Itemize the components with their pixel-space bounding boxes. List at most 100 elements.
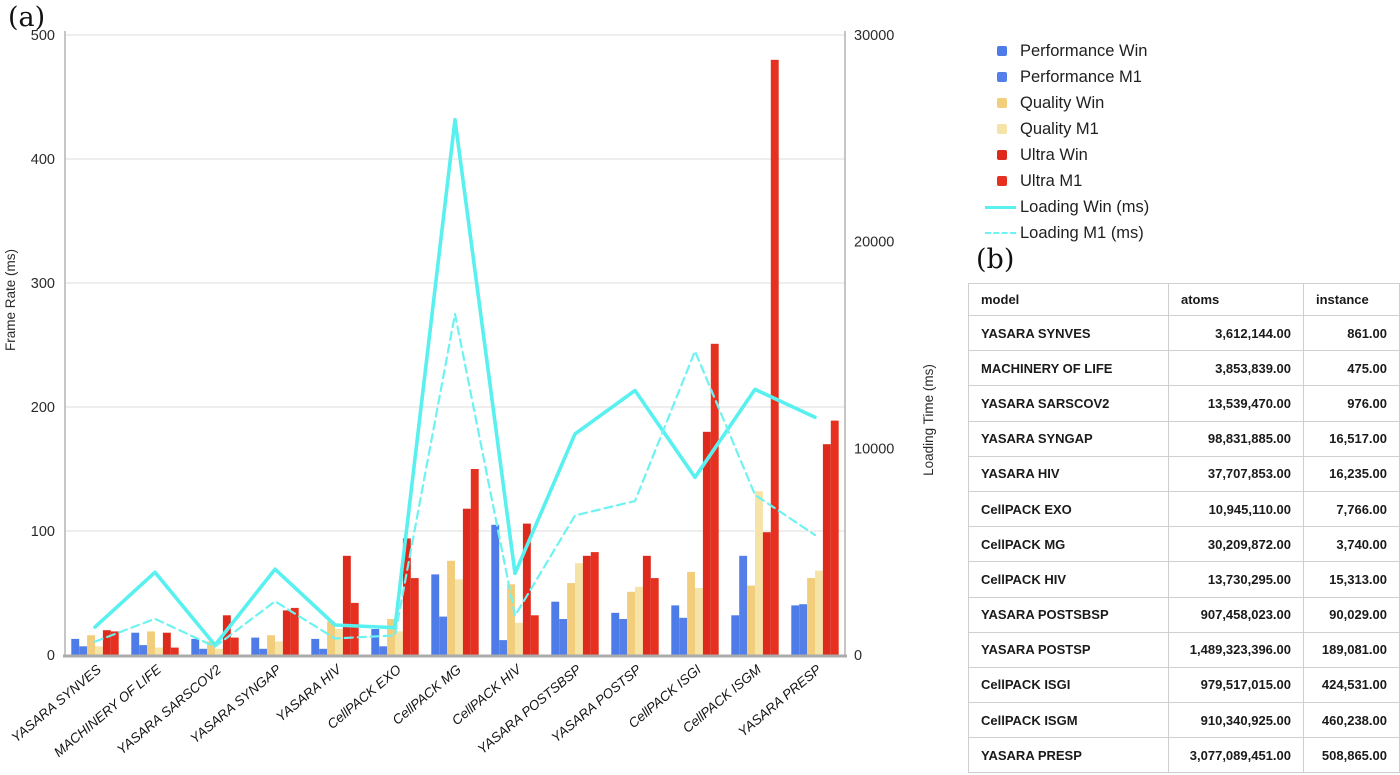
legend-item: Quality M1 [985, 116, 1225, 142]
bar-ultra-m1 [290, 607, 299, 655]
right-axis-tick-label: 30000 [854, 28, 894, 44]
bar-performance-win [191, 638, 200, 655]
bar-ultra-win [522, 523, 531, 655]
table-row: YASARA SYNVES 3,612,144.00 861.00 [968, 314, 1400, 352]
bar-quality-win [747, 585, 755, 655]
bar-quality-m1 [95, 646, 103, 655]
legend-label: Loading Win (ms) [1020, 197, 1150, 216]
table-header: model atoms instance [968, 283, 1400, 316]
bar-quality-m1 [335, 629, 343, 655]
cell-instance: 3,740.00 [1303, 526, 1400, 563]
bar-performance-win [431, 574, 440, 655]
cell-instance: 189,081.00 [1303, 631, 1400, 668]
legend-square-swatch [997, 46, 1007, 56]
cell-atoms: 13,730,295.00 [1168, 561, 1304, 598]
bar-performance-win [551, 601, 560, 655]
cell-model: YASARA SYNGAP [968, 420, 1169, 457]
bar-ultra-m1 [650, 578, 659, 655]
cell-atoms: 10,945,110.00 [1168, 490, 1304, 528]
cell-atoms: 13,539,470.00 [1168, 385, 1304, 422]
bar-performance-m1 [559, 619, 568, 655]
table-row: CellPACK EXO 10,945,110.00 7,766.00 [968, 490, 1400, 528]
bar-ultra-m1 [170, 647, 179, 655]
bar-performance-m1 [199, 648, 208, 655]
bar-performance-m1 [379, 646, 388, 655]
left-axis-tick-label: 300 [31, 276, 55, 292]
legend-label: Ultra Win [1020, 145, 1088, 164]
cell-atoms: 37,707,853.00 [1168, 455, 1304, 492]
cell-instance: 475.00 [1303, 350, 1400, 387]
bar-performance-win [251, 637, 260, 655]
cell-instance: 424,531.00 [1303, 666, 1400, 704]
bar-ultra-win [642, 555, 651, 655]
legend-label: Loading M1 (ms) [1020, 223, 1144, 242]
cell-model: YASARA PRESP [968, 737, 1169, 774]
model-stats-table-wrap: model atoms instance YASARA SYNVES 3,612,14… [968, 283, 1400, 774]
cell-instance: 16,517.00 [1303, 420, 1400, 457]
bar-ultra-m1 [230, 637, 239, 655]
bar-quality-m1 [755, 491, 763, 655]
bar-ultra-win [282, 610, 291, 655]
bar-quality-m1 [635, 586, 643, 655]
bar-performance-win [311, 638, 320, 655]
bar-ultra-m1 [590, 552, 599, 655]
cell-instance: 976.00 [1303, 385, 1400, 422]
right-axis-tick-label: 20000 [854, 235, 894, 251]
table-row: YASARA POSTSP 1,489,323,396.00 189,081.00 [968, 631, 1400, 668]
bar-performance-win [371, 629, 380, 655]
legend-item: Performance M1 [985, 64, 1225, 90]
bar-performance-win [791, 605, 800, 655]
bar-performance-m1 [739, 555, 748, 655]
performance-chart: 0 100 200 300 400 500 0 10000 20000 30000 YASARA S… [3, 28, 936, 760]
legend-item: Ultra M1 [985, 168, 1225, 194]
bar-ultra-m1 [710, 343, 719, 655]
bar-quality-win [687, 571, 695, 655]
bar-performance-m1 [139, 645, 148, 655]
bar-ultra-m1 [470, 469, 479, 655]
bar-ultra-m1 [830, 420, 839, 655]
legend-square-swatch [997, 176, 1007, 186]
bar-quality-m1 [395, 631, 403, 655]
left-axis-tick-label: 0 [47, 648, 55, 664]
cell-model: YASARA SYNVES [968, 314, 1169, 352]
bar-quality-m1 [815, 570, 823, 655]
legend-square-swatch [997, 72, 1007, 82]
bar-quality-m1 [695, 588, 703, 655]
cell-instance: 90,029.00 [1303, 596, 1400, 633]
bar-quality-win [267, 635, 275, 655]
bar-ultra-win [762, 532, 771, 655]
bar-performance-win [71, 638, 80, 655]
bar-quality-m1 [515, 622, 523, 655]
cell-model: CellPACK MG [968, 526, 1169, 563]
table-row: CellPACK MG 30,209,872.00 3,740.00 [968, 526, 1400, 563]
cell-atoms: 907,458,023.00 [1168, 596, 1304, 633]
bar-quality-win [327, 621, 335, 655]
panel-a-label: (a) [8, 2, 46, 33]
right-axis-tick-label: 0 [854, 648, 862, 664]
bar-quality-m1 [575, 563, 583, 655]
bar-ultra-m1 [770, 59, 779, 656]
bar-ultra-m1 [530, 615, 539, 655]
legend-square-swatch [997, 124, 1007, 134]
cell-instance: 15,313.00 [1303, 561, 1400, 598]
left-axis-tick-label: 500 [31, 28, 55, 44]
bar-performance-m1 [319, 648, 328, 655]
cell-model: YASARA HIV [968, 455, 1169, 492]
bar-performance-m1 [79, 646, 88, 655]
column-header-atoms: atoms [1168, 283, 1304, 316]
legend-item: Loading M1 (ms) [985, 220, 1225, 246]
cell-model: YASARA SARSCOV2 [968, 385, 1169, 422]
cell-instance: 508,865.00 [1303, 737, 1400, 774]
bar-performance-m1 [619, 619, 628, 655]
cell-atoms: 3,853,839.00 [1168, 350, 1304, 387]
column-header-instance: instance [1303, 283, 1400, 316]
legend-label: Ultra M1 [1020, 171, 1083, 190]
loading-line-win [93, 117, 817, 647]
table-row: YASARA HIV 37,707,853.00 16,235.00 [968, 455, 1400, 492]
loading-line-m1 [93, 312, 817, 648]
chart-legend: Performance Win Performance M1 Quality Win… [985, 38, 1225, 246]
left-axis-tick-label: 200 [31, 400, 55, 416]
bar-performance-win [731, 615, 740, 655]
table-row: CellPACK ISGI 979,517,015.00 424,531.00 [968, 666, 1400, 704]
